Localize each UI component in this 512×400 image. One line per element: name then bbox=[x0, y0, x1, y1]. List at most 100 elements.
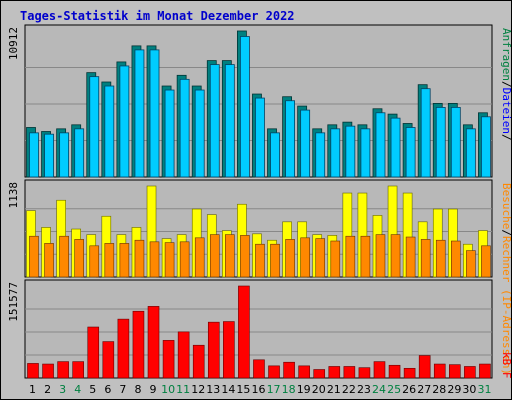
bar-kb-day-21 bbox=[328, 366, 341, 379]
bar-dateien-day-30 bbox=[465, 128, 476, 178]
bar-kb-day-18 bbox=[283, 361, 295, 379]
bar-rechner-day-3 bbox=[59, 235, 69, 278]
day-label: 6 bbox=[104, 383, 111, 396]
day-label: 12 bbox=[191, 383, 205, 396]
day-label: 8 bbox=[134, 383, 141, 396]
bar-dateien-day-3 bbox=[59, 132, 70, 178]
bar-rechner-day-16 bbox=[255, 243, 265, 278]
bar-dateien-day-9 bbox=[149, 49, 160, 178]
day-labels: 1 2 3 4 5 6 7 8 9 10 11 12 13 14 15 16 17 18 19 20 21 22 23 24 2… bbox=[29, 383, 491, 396]
bar-kb-day-29 bbox=[449, 364, 461, 379]
day-label: 29 bbox=[447, 383, 461, 396]
bar-kb-day-13 bbox=[207, 321, 220, 379]
legend-dateien: Dateien bbox=[500, 88, 512, 134]
legend-separator: / bbox=[500, 134, 512, 141]
bar-kb-day-25 bbox=[388, 364, 401, 379]
bar-kb-day-8 bbox=[132, 310, 145, 379]
bar-kb-day-5 bbox=[87, 326, 100, 379]
bar-dateien-day-16 bbox=[255, 97, 265, 178]
bar-dateien-day-11 bbox=[179, 78, 190, 178]
bar-kb-day-26 bbox=[403, 367, 416, 379]
day-label: 20 bbox=[312, 383, 326, 396]
bar-kb-day-31 bbox=[479, 363, 491, 379]
bar-kb-day-28 bbox=[433, 363, 446, 379]
bar-kb-day-17 bbox=[268, 365, 280, 379]
panel-middle: 1138 bbox=[7, 179, 493, 278]
bar-kb-day-1 bbox=[27, 363, 39, 379]
bar-rechner-day-1 bbox=[29, 235, 39, 278]
day-label: 28 bbox=[432, 383, 446, 396]
panel-bottom: 151577 bbox=[7, 279, 493, 379]
bar-kb-day-30 bbox=[464, 366, 476, 379]
bar-rechner-day-15 bbox=[240, 235, 250, 278]
day-label: 2 bbox=[44, 383, 51, 396]
day-label: 19 bbox=[297, 383, 311, 396]
bar-rechner-day-2 bbox=[44, 243, 54, 278]
bar-dateien-day-21 bbox=[330, 128, 341, 178]
day-label: 23 bbox=[357, 383, 371, 396]
bar-rechner-day-5 bbox=[89, 245, 100, 278]
day-label: 10 bbox=[161, 383, 175, 396]
bar-rechner-day-6 bbox=[104, 243, 115, 278]
bar-rechner-day-9 bbox=[149, 241, 160, 278]
side-labels: Anfragen/Dateien/Besuche/Rechner (IP-Adr… bbox=[500, 28, 512, 379]
bar-kb-day-4 bbox=[72, 361, 84, 379]
side-label-besuche-rechner: Besuche/Rechner (IP-Adressen) bbox=[500, 183, 512, 375]
chart-title: Tages-Statistik im Monat Dezember 2022 bbox=[20, 9, 295, 23]
panel-middle-max-label: 1138 bbox=[7, 182, 20, 209]
bar-rechner-day-10 bbox=[164, 242, 175, 278]
bar-kb-day-14 bbox=[223, 321, 235, 379]
panel-top: 10912 bbox=[7, 24, 493, 178]
bar-rechner-day-14 bbox=[225, 234, 235, 278]
day-label: 3 bbox=[59, 383, 66, 396]
bar-rechner-day-28 bbox=[435, 239, 446, 278]
bar-rechner-day-27 bbox=[420, 239, 431, 278]
legend-anfragen: Anfragen bbox=[500, 28, 512, 81]
bar-dateien-day-28 bbox=[435, 107, 446, 178]
bar-dateien-day-2 bbox=[44, 133, 54, 178]
bar-rechner-day-19 bbox=[300, 237, 310, 278]
panels: 10912 1138 151577 bbox=[7, 24, 493, 379]
bar-kb-day-2 bbox=[42, 363, 54, 379]
bar-kb-day-22 bbox=[343, 366, 356, 379]
bar-rechner-day-22 bbox=[345, 235, 356, 278]
bar-rechner-day-8 bbox=[134, 239, 145, 278]
bar-rechner-day-4 bbox=[74, 239, 84, 278]
bar-dateien-day-15 bbox=[240, 36, 250, 178]
legend-besuche: Besuche bbox=[500, 183, 512, 229]
bar-dateien-day-27 bbox=[420, 88, 431, 178]
legend-rechner: Rechner (IP-Adressen) bbox=[500, 236, 512, 375]
bar-dateien-day-19 bbox=[300, 109, 311, 178]
bar-rechner-day-20 bbox=[315, 238, 326, 278]
bar-kb-day-16 bbox=[253, 359, 265, 379]
bar-dateien-day-29 bbox=[450, 107, 461, 178]
day-label: 27 bbox=[417, 383, 431, 396]
panel-bottom-max-label: 151577 bbox=[7, 282, 20, 322]
day-label: 17 bbox=[267, 383, 281, 396]
bar-kb-day-7 bbox=[117, 318, 130, 379]
bar-kb-day-3 bbox=[57, 361, 69, 379]
bar-rechner-day-29 bbox=[451, 240, 461, 278]
bar-kb-day-6 bbox=[102, 341, 115, 379]
day-label: 11 bbox=[176, 383, 190, 396]
day-label: 9 bbox=[150, 383, 157, 396]
day-label: 13 bbox=[206, 383, 220, 396]
bar-rechner-day-30 bbox=[466, 250, 476, 278]
bar-dateien-day-1 bbox=[29, 132, 39, 178]
panel-top-max-label: 10912 bbox=[7, 27, 20, 60]
bar-rechner-day-26 bbox=[405, 236, 416, 278]
bar-dateien-day-20 bbox=[315, 132, 326, 178]
day-label: 7 bbox=[119, 383, 126, 396]
day-label: 25 bbox=[387, 383, 401, 396]
day-label: 30 bbox=[462, 383, 476, 396]
bar-rechner-day-12 bbox=[194, 237, 205, 278]
bar-dateien-day-7 bbox=[119, 65, 130, 178]
bar-rechner-day-25 bbox=[390, 234, 401, 278]
bar-dateien-day-14 bbox=[224, 64, 235, 178]
bar-dateien-day-4 bbox=[74, 128, 85, 178]
side-label-anfragen-dateien: Anfragen/Dateien/ bbox=[500, 28, 512, 141]
bar-kb-day-10 bbox=[162, 340, 175, 379]
bar-kb-day-23 bbox=[358, 367, 371, 379]
bar-kb-day-9 bbox=[147, 306, 160, 379]
